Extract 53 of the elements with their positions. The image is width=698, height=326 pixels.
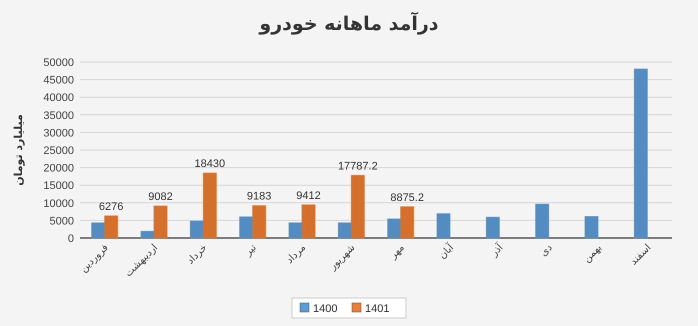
y-tick-label: 40000 bbox=[43, 92, 74, 104]
x-tick-label: دی bbox=[538, 242, 555, 259]
bar bbox=[634, 68, 648, 238]
bar bbox=[239, 216, 254, 238]
bar bbox=[91, 222, 106, 238]
data-label: 9082 bbox=[148, 191, 173, 204]
x-tick-label: تیر bbox=[242, 242, 259, 259]
x-tick-label: خرداد bbox=[185, 242, 210, 267]
x-tick-label: مهر bbox=[387, 242, 407, 262]
bar bbox=[252, 205, 266, 238]
x-tick-label: اردیبهشت bbox=[123, 242, 160, 280]
bar bbox=[535, 204, 550, 238]
y-tick-label: 45000 bbox=[43, 74, 74, 87]
legend-label: 1401 bbox=[365, 303, 390, 315]
bar bbox=[436, 213, 450, 238]
y-tick-label: 30000 bbox=[43, 127, 74, 140]
bar bbox=[584, 216, 598, 238]
bar bbox=[140, 230, 154, 238]
data-label: 9183 bbox=[246, 190, 272, 203]
x-tick-label: آذر bbox=[487, 240, 506, 260]
bar bbox=[387, 218, 402, 238]
x-tick-label: فروردین bbox=[78, 242, 111, 275]
y-tick-label: 5000 bbox=[50, 215, 74, 228]
legend-label: 1400 bbox=[313, 303, 338, 315]
y-axis-title: میلیارد تومان bbox=[12, 114, 25, 186]
bar bbox=[202, 172, 217, 238]
y-tick-label: 25000 bbox=[43, 145, 74, 157]
bar bbox=[302, 204, 316, 238]
y-tick-label: 35000 bbox=[43, 110, 74, 122]
data-label: 8875.2 bbox=[390, 192, 424, 204]
y-tick-label: 15000 bbox=[43, 180, 74, 192]
y-tick-label: 20000 bbox=[43, 162, 74, 175]
y-tick-label: 0 bbox=[68, 233, 74, 245]
data-label: 6276 bbox=[98, 200, 124, 213]
bar bbox=[486, 216, 500, 238]
bar bbox=[338, 222, 352, 238]
x-tick-label: شهریور bbox=[326, 242, 358, 273]
data-label: 17787.2 bbox=[338, 160, 378, 172]
data-label: 18430 bbox=[194, 158, 226, 170]
y-tick-label: 10000 bbox=[43, 198, 74, 210]
x-tick-label: بهمن bbox=[582, 242, 604, 265]
bar bbox=[104, 215, 118, 238]
chart-title: درآمد ماهانه خودرو bbox=[258, 11, 439, 35]
bar bbox=[350, 174, 365, 238]
x-tick-label: اسفند bbox=[628, 242, 654, 268]
bar bbox=[288, 222, 302, 238]
bar bbox=[400, 206, 414, 238]
bar bbox=[154, 206, 168, 238]
y-tick-label: 50000 bbox=[43, 57, 74, 69]
data-label: 9412 bbox=[296, 190, 321, 202]
x-tick-label: مرداد bbox=[284, 242, 308, 266]
bar bbox=[190, 220, 204, 238]
x-tick-label: آبان bbox=[436, 240, 457, 262]
